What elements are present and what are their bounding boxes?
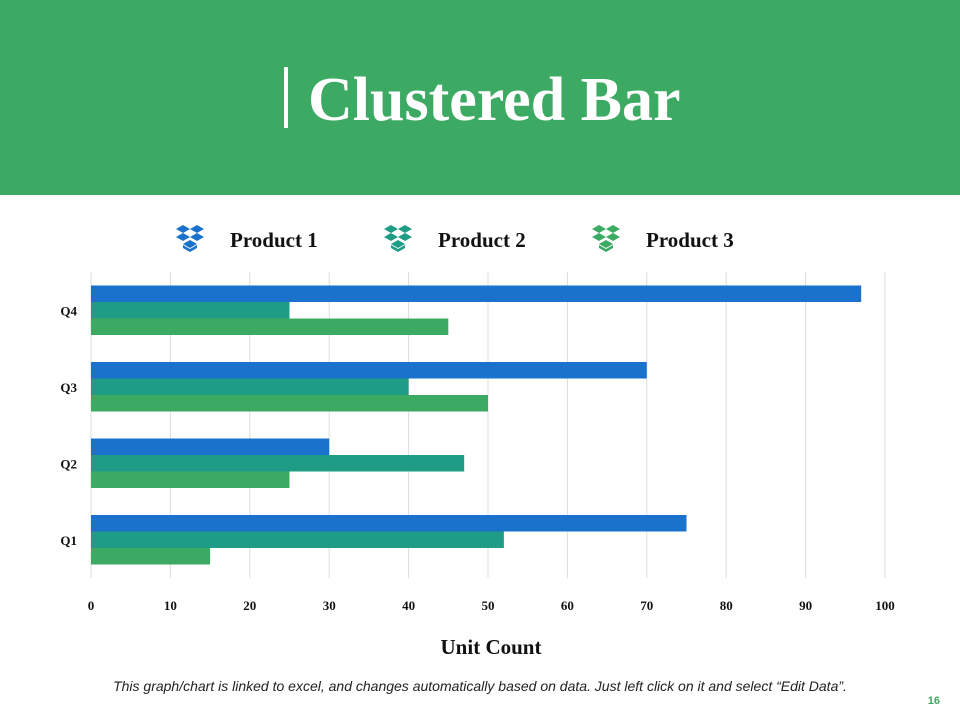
bar-q1-product-3[interactable]: [91, 548, 211, 565]
bar-q4-product-1[interactable]: [91, 285, 862, 303]
dropbox-icon: [384, 225, 412, 252]
bar-q2-product-3[interactable]: [91, 471, 290, 489]
bar-q3-product-1[interactable]: [91, 362, 647, 379]
y-tick-label-q1: Q1: [60, 533, 77, 548]
bar-q3-product-2[interactable]: [91, 378, 409, 396]
bar-q2-product-2[interactable]: [91, 455, 465, 472]
bar-q1-product-2[interactable]: [91, 531, 504, 549]
x-tick-label-60: 60: [561, 598, 574, 613]
x-tick-label-70: 70: [640, 598, 653, 613]
x-tick-label-100: 100: [875, 598, 895, 613]
legend-label-product-3: Product 3: [646, 228, 734, 252]
legend-label-product-1: Product 1: [230, 228, 318, 252]
bar-q4-product-2[interactable]: [91, 302, 290, 319]
x-tick-label-10: 10: [164, 598, 177, 613]
x-tick-label-30: 30: [323, 598, 336, 613]
dropbox-icon: [176, 225, 204, 252]
bar-q3-product-3[interactable]: [91, 395, 488, 412]
title-banner: Clustered Bar: [0, 0, 960, 195]
x-tick-label-50: 50: [482, 598, 495, 613]
x-tick-label-90: 90: [799, 598, 812, 613]
x-axis-title: Unit Count: [441, 635, 542, 659]
x-tick-label-0: 0: [88, 598, 95, 613]
x-tick-label-80: 80: [720, 598, 733, 613]
bar-q2-product-1[interactable]: [91, 438, 330, 456]
x-tick-label-40: 40: [402, 598, 415, 613]
page-number: 16: [927, 695, 940, 707]
bar-q4-product-3[interactable]: [91, 318, 449, 336]
y-tick-label-q2: Q2: [60, 456, 77, 471]
title-accent-bar: [284, 67, 288, 128]
bar-q1-product-1[interactable]: [91, 515, 687, 532]
legend-label-product-2: Product 2: [438, 228, 526, 252]
slide-title: Clustered Bar: [308, 66, 681, 134]
x-tick-label-20: 20: [243, 598, 256, 613]
clustered-bar-chart[interactable]: Q1 Q2 Q3 Q4 0 10 20 30 40 50 60 70 80 90 100 Unit Count: [0, 260, 960, 670]
dropbox-icon: [592, 225, 620, 252]
y-tick-label-q4: Q4: [60, 303, 77, 318]
footnote: This graph/chart is linked to excel, and…: [113, 678, 847, 694]
y-tick-label-q3: Q3: [60, 380, 77, 395]
